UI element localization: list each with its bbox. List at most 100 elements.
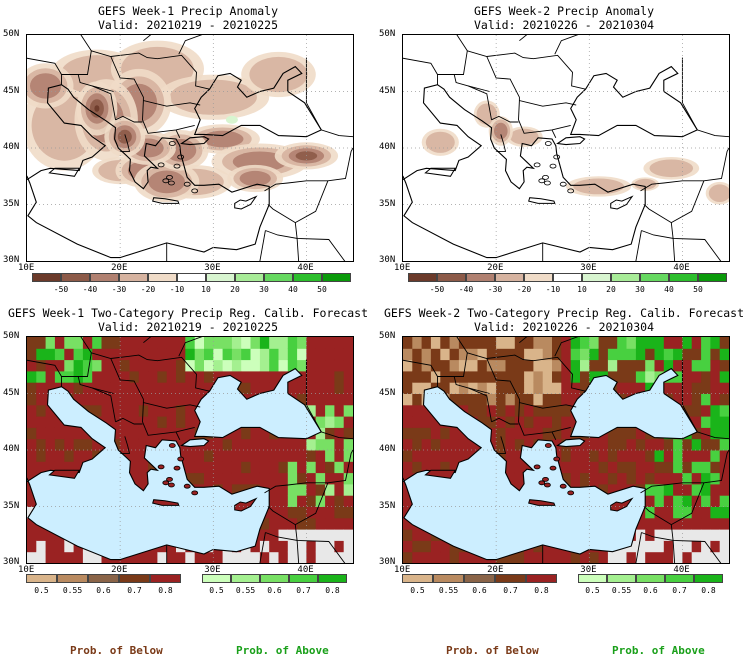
sicily-island [424,167,457,177]
anomaly-shading [27,40,339,203]
colorbar-swatch [231,574,260,583]
country-border [486,358,577,409]
country-border [518,402,571,436]
country-border [267,482,329,526]
country-border [468,85,492,120]
legend-prob-below: Prob. of Below [70,644,163,657]
aegean-island [168,443,176,448]
country-border [551,431,557,440]
lat-tick-label: 40N [379,444,396,454]
colorbar-label: 20 [606,285,616,294]
colorbar-swatch [260,574,289,583]
country-border [92,387,116,422]
country-border [641,230,676,261]
colorbar-label: 40 [288,285,298,294]
country-border [496,134,507,152]
country-border [551,129,557,138]
mediterranean-sea [403,386,646,561]
country-border [554,35,579,55]
country-border [491,417,519,425]
aegean-island [177,456,185,462]
colorbar-swatch [202,574,231,583]
country-border [77,376,114,394]
lon-tick-label: 30E [204,263,221,273]
colorbar-swatch [665,574,694,583]
colorbar-label: 0.8 [158,586,173,595]
legend-prob-above: Prob. of Above [236,644,329,657]
colorbar-swatch [61,273,90,282]
colorbar-swatch [264,273,293,282]
country-border [294,222,346,261]
lon-tick-label: 30E [204,565,221,575]
country-border [61,50,210,90]
aegean-island [543,180,551,186]
country-border [143,35,152,42]
colorbar-label: 0.6 [96,586,111,595]
country-border [264,449,353,494]
country-border [178,35,203,55]
colorbar-swatch [669,273,698,282]
country-border [403,57,438,75]
country-border [496,436,507,454]
country-border [518,100,571,134]
colorbar-label: 0.8 [534,586,549,595]
colorbar-label: 0.6 [643,586,658,595]
colorbar-swatch [437,273,466,282]
map-svg [403,35,729,261]
mediterranean-sea [27,84,270,259]
lat-tick-label: 40N [379,142,396,152]
aegean-island [191,490,199,496]
country-border [115,417,143,425]
lon-tick-label: 40E [673,565,690,575]
country-border [27,359,62,377]
aegean-island [173,163,181,169]
country-border [80,35,92,52]
colorbar-swatch [408,273,437,282]
colorbar-label: 0.55 [235,586,256,595]
colorbar-label: 0.55 [438,586,459,595]
colorbar-swatch [582,273,611,282]
aegean-island [162,480,170,486]
country-border [453,74,490,92]
lat-tick-label: 45N [379,387,396,398]
lon-tick-label: 20E [111,263,128,273]
colorbar-swatch [694,574,723,583]
country-border [120,436,131,454]
colorbar-swatch [495,574,526,583]
country-border [92,85,116,120]
panel-valid-dates: Valid: 20210226 - 20210304 [473,320,654,334]
colorbar-label: 0.6 [267,586,282,595]
colorbar-swatch [640,273,669,282]
country-border [456,337,468,354]
country-border [27,57,62,75]
country-border [110,358,201,409]
lat-tick-label: 40N [3,444,20,454]
colorbar-swatch [553,273,582,282]
country-border [486,56,577,107]
colorbar-swatch [611,273,640,282]
lat-tick-label: 50N [379,29,396,39]
country-border [641,532,676,563]
lon-tick-label: 20E [111,565,128,575]
colorbar-label: 0.55 [62,586,83,595]
colorbar-label: -40 [82,285,98,294]
colorbar-label: 30 [635,285,645,294]
aegean-island [533,162,541,168]
colorbar-label: 0.5 [410,586,425,595]
colorbar-swatch [466,273,495,282]
aegean-island [559,483,567,489]
map-svg [403,337,729,563]
mediterranean-sea [403,84,646,259]
colorbar-swatch [322,273,351,282]
aegean-island [553,154,561,160]
colorbar-swatch [206,273,235,282]
lat-tick-label: 35N [379,198,396,209]
aegean-island [533,464,541,470]
lat-tick-label: 35N [379,500,396,511]
country-border [80,337,92,354]
lon-tick-label: 10E [18,263,35,273]
colorbar-label: 10 [201,285,211,294]
country-border [468,387,492,422]
aegean-island [157,162,165,168]
aegean-island [166,476,173,482]
